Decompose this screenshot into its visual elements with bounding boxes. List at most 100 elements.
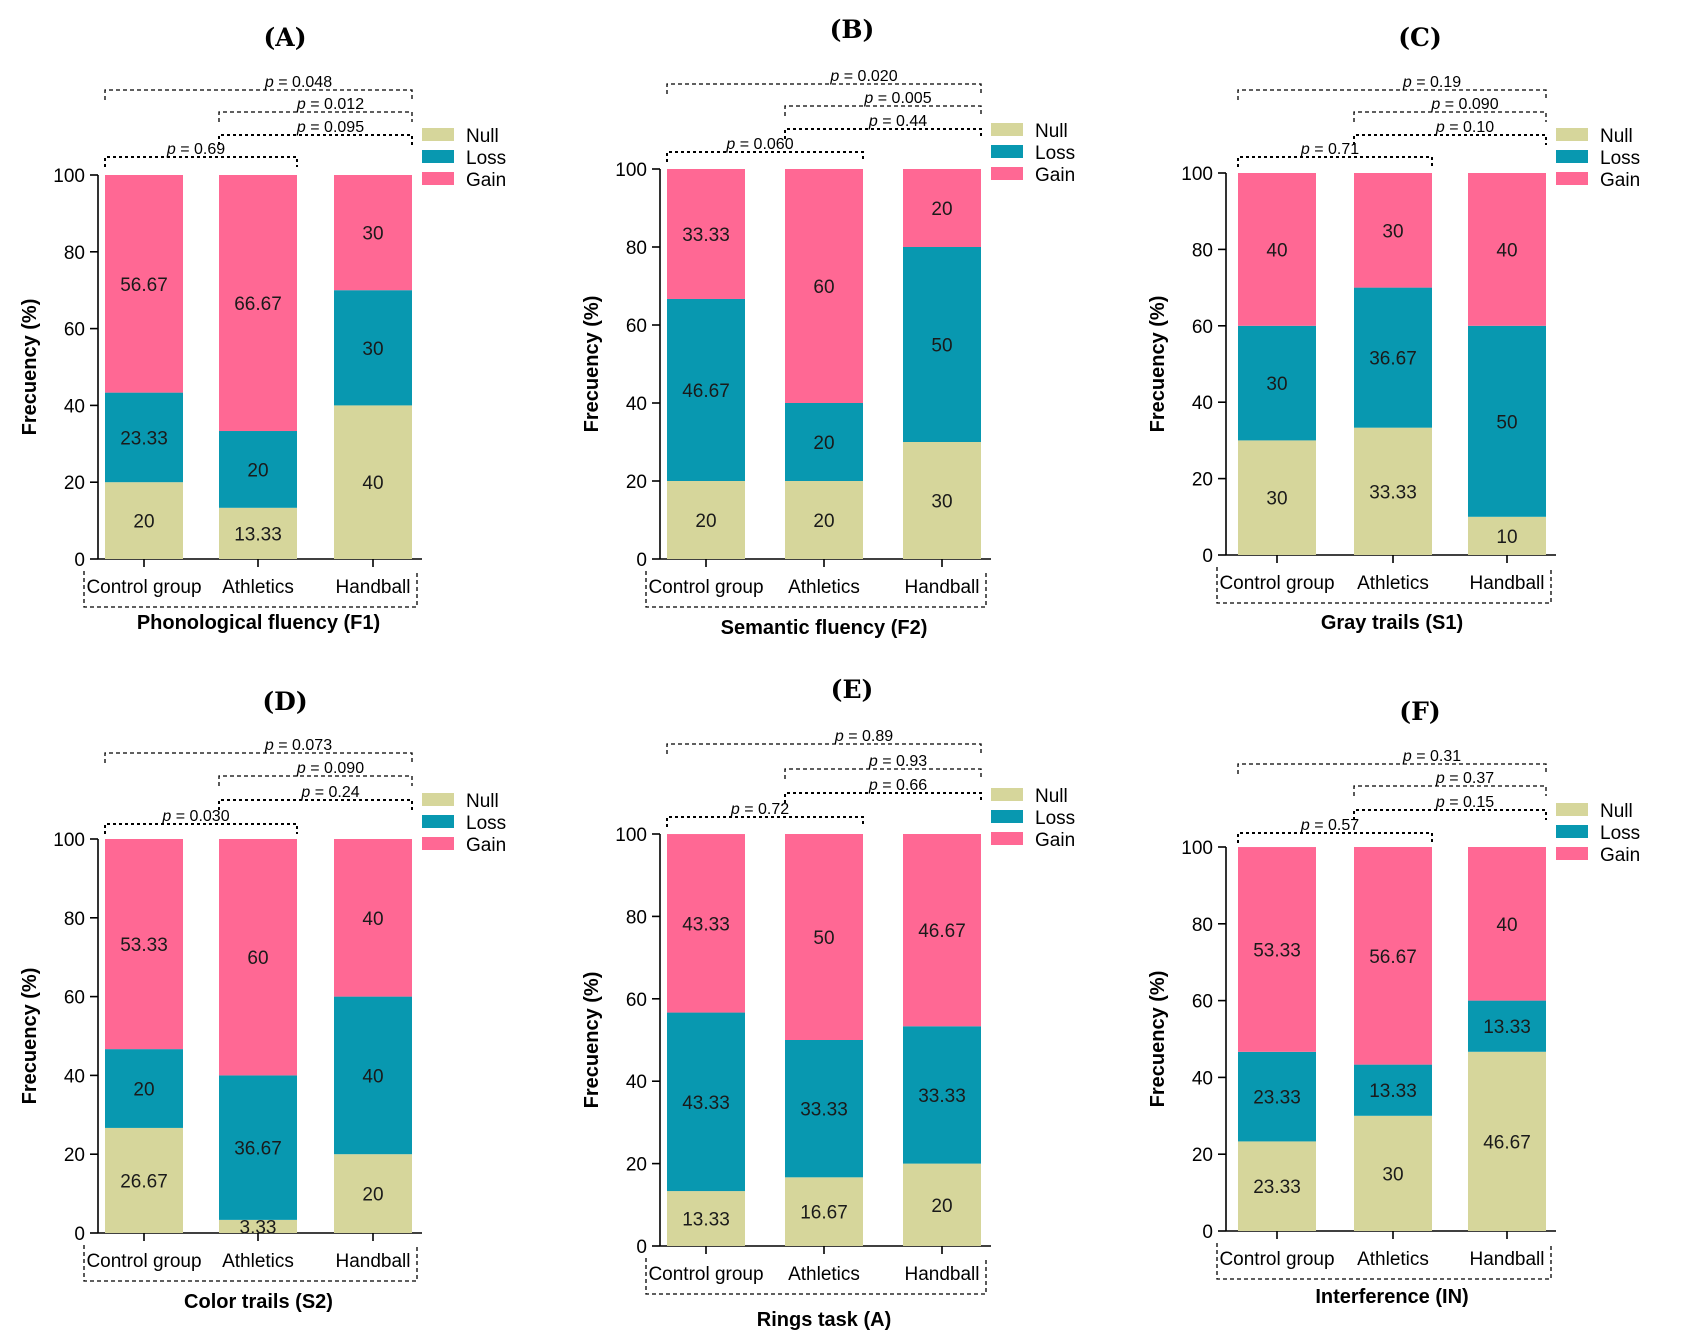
data-label: 56.67 bbox=[120, 275, 168, 296]
data-label: 60 bbox=[247, 948, 268, 969]
category-group-bracket bbox=[83, 571, 418, 608]
x-tick-label: Athletics bbox=[788, 577, 860, 598]
data-label: 40 bbox=[1496, 915, 1517, 936]
bar-segment-gain-3 bbox=[334, 839, 412, 997]
data-label: 20 bbox=[362, 1185, 383, 1206]
y-tick-label: 20 bbox=[64, 473, 85, 494]
bar-segment-loss-3 bbox=[1468, 325, 1546, 517]
data-label: 20 bbox=[813, 511, 834, 532]
x-tick-label: Control group bbox=[86, 577, 201, 598]
data-label: 23.33 bbox=[1253, 1177, 1301, 1198]
p-value-label: p = 0.005 bbox=[863, 90, 931, 107]
legend-swatch-gain bbox=[422, 837, 454, 850]
legend-swatch-gain bbox=[1556, 847, 1588, 860]
significance-bracket bbox=[784, 128, 982, 139]
bar-segment-loss-3 bbox=[903, 247, 981, 442]
legend-swatch-null bbox=[422, 128, 454, 141]
bar-segment-loss-3 bbox=[1468, 1000, 1546, 1052]
y-tick-label: 100 bbox=[1181, 838, 1213, 859]
legend-label-null: Null bbox=[1035, 121, 1068, 142]
bar-segment-null-1 bbox=[667, 1191, 745, 1246]
legend-label-null: Null bbox=[1035, 786, 1068, 807]
data-label: 53.33 bbox=[1253, 940, 1301, 961]
significance-bracket bbox=[1353, 809, 1547, 820]
category-group-bracket bbox=[1216, 567, 1552, 604]
significance-bracket bbox=[784, 105, 982, 116]
x-axis-title: Gray trails (S1) bbox=[1321, 612, 1463, 634]
data-label: 36.67 bbox=[1369, 349, 1417, 370]
data-label: 40 bbox=[362, 909, 383, 930]
p-value-label: p = 0.048 bbox=[264, 74, 332, 91]
bar-segment-gain-1 bbox=[667, 169, 745, 299]
bar-segment-loss-3 bbox=[903, 1026, 981, 1164]
data-label: 20 bbox=[247, 460, 268, 481]
significance-bracket bbox=[218, 111, 413, 122]
data-label: 40 bbox=[1496, 240, 1517, 261]
data-label: 30 bbox=[1266, 489, 1287, 510]
p-value-label: p = 0.72 bbox=[730, 801, 789, 818]
category-group-bracket bbox=[1216, 1243, 1552, 1280]
bar-segment-gain-2 bbox=[219, 175, 297, 432]
bar-segment-null-1 bbox=[667, 481, 745, 559]
bar-segment-loss-1 bbox=[1238, 325, 1316, 441]
x-tick-label: Handball bbox=[336, 577, 411, 598]
data-label: 13.33 bbox=[682, 1210, 730, 1231]
p-value-label: p = 0.19 bbox=[1402, 74, 1461, 91]
data-label: 66.67 bbox=[234, 294, 282, 315]
y-tick-label: 40 bbox=[626, 394, 647, 415]
legend-label-gain: Gain bbox=[466, 835, 506, 856]
bar-segment-null-3 bbox=[903, 1163, 981, 1246]
p-value-label: p = 0.71 bbox=[1300, 141, 1359, 158]
bar-segment-null-2 bbox=[219, 507, 297, 559]
bar-segment-loss-2 bbox=[785, 1040, 863, 1178]
bar-segment-null-1 bbox=[105, 1127, 183, 1233]
bar-segment-loss-1 bbox=[105, 1049, 183, 1128]
y-tick-label: 40 bbox=[1192, 393, 1213, 414]
y-tick-label: 0 bbox=[636, 550, 647, 571]
legend-swatch-null bbox=[1556, 803, 1588, 816]
p-value-label: p = 0.57 bbox=[1300, 817, 1359, 834]
data-label: 33.33 bbox=[918, 1086, 966, 1107]
y-axis-title: Frecuency (%) bbox=[1147, 971, 1169, 1108]
data-label: 20 bbox=[133, 1080, 154, 1101]
significance-bracket bbox=[218, 775, 413, 786]
bar-segment-gain-1 bbox=[1238, 847, 1316, 1052]
y-tick-label: 20 bbox=[1192, 470, 1213, 491]
legend-label-gain: Gain bbox=[466, 170, 506, 191]
data-label: 13.33 bbox=[1369, 1081, 1417, 1102]
y-axis-title: Frecuency (%) bbox=[581, 972, 603, 1109]
legend-swatch-loss bbox=[422, 815, 454, 828]
legend-label-gain: Gain bbox=[1035, 830, 1075, 851]
bar-segment-gain-1 bbox=[667, 834, 745, 1013]
y-axis-title: Frecuency (%) bbox=[1147, 296, 1169, 433]
data-label: 20 bbox=[813, 433, 834, 454]
significance-bracket bbox=[104, 752, 413, 763]
significance-bracket bbox=[1237, 832, 1433, 843]
data-label: 43.33 bbox=[682, 914, 730, 935]
p-value-label: p = 0.090 bbox=[296, 760, 364, 777]
y-tick-label: 60 bbox=[64, 988, 85, 1009]
panel-title: (D) bbox=[262, 687, 307, 716]
data-label: 23.33 bbox=[120, 428, 168, 449]
y-tick-label: 60 bbox=[626, 990, 647, 1011]
x-axis-title: Rings task (A) bbox=[757, 1309, 891, 1331]
panel-title: (A) bbox=[263, 23, 306, 52]
legend-swatch-gain bbox=[422, 172, 454, 185]
x-axis-title: Color trails (S2) bbox=[184, 1291, 333, 1313]
data-label: 60 bbox=[813, 277, 834, 298]
x-tick-label: Athletics bbox=[1357, 573, 1429, 594]
panel-title: (E) bbox=[831, 675, 874, 704]
panel-title: (B) bbox=[830, 15, 875, 44]
significance-bracket bbox=[1353, 785, 1547, 796]
bar-segment-null-3 bbox=[334, 405, 412, 559]
bar-segment-gain-3 bbox=[903, 834, 981, 1027]
x-tick-label: Control group bbox=[648, 577, 763, 598]
data-label: 33.33 bbox=[682, 225, 730, 246]
bar-segment-gain-1 bbox=[1238, 173, 1316, 326]
bar-segment-null-3 bbox=[903, 442, 981, 559]
data-label: 50 bbox=[931, 336, 952, 357]
data-label: 13.33 bbox=[234, 524, 282, 545]
bar-segment-gain-1 bbox=[105, 839, 183, 1050]
data-label: 26.67 bbox=[120, 1171, 168, 1192]
significance-bracket bbox=[1353, 134, 1547, 145]
